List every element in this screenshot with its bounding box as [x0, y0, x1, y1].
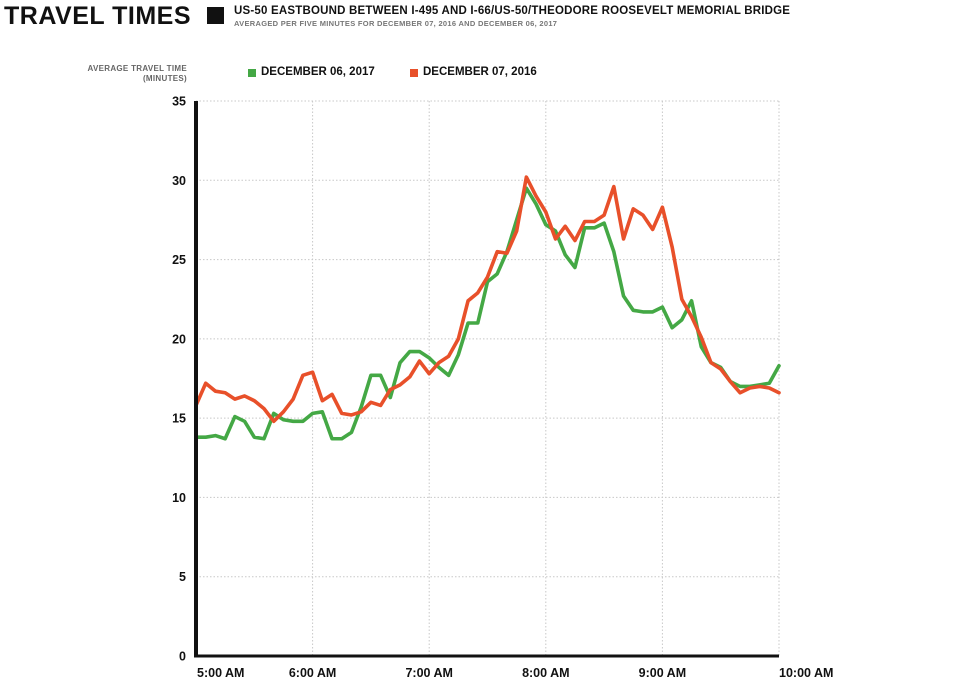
series-line-2016 — [194, 175, 781, 424]
y-tick-label: 35 — [172, 95, 186, 109]
y-tick-label: 5 — [179, 570, 186, 584]
legend-swatch-green-icon — [248, 69, 256, 77]
x-tick-label: 10:00 AM — [779, 666, 833, 680]
legend-label-2017: DECEMBER 06, 2017 — [261, 66, 375, 78]
chart-title: TRAVEL TIMES — [4, 2, 192, 30]
chart-subtitle: US-50 EASTBOUND BETWEEN I-495 AND I-66/U… — [234, 5, 791, 17]
y-tick-label: 10 — [172, 491, 186, 505]
y-axis-label: AVERAGE TRAVEL TIME (MINUTES) — [87, 64, 187, 83]
x-tick-label: 9:00 AM — [639, 666, 686, 680]
x-tick-label: 7:00 AM — [405, 666, 452, 680]
legend-swatch-red-icon — [410, 69, 418, 77]
legend-label-2016: DECEMBER 07, 2016 — [423, 66, 537, 78]
title-square-icon — [207, 7, 224, 24]
chart-subsubtitle: AVERAGED PER FIVE MINUTES FOR DECEMBER 0… — [234, 19, 558, 28]
y-tick-label: 20 — [172, 332, 186, 346]
x-tick-label: 6:00 AM — [289, 666, 336, 680]
x-tick-label: 5:00 AM — [197, 666, 244, 680]
x-tick-label: 8:00 AM — [522, 666, 569, 680]
y-tick-label: 25 — [172, 253, 186, 267]
y-tick-label: 0 — [179, 650, 186, 664]
series-line-2017 — [194, 186, 781, 441]
y-tick-label: 30 — [172, 174, 186, 188]
y-tick-label: 15 — [172, 412, 186, 426]
